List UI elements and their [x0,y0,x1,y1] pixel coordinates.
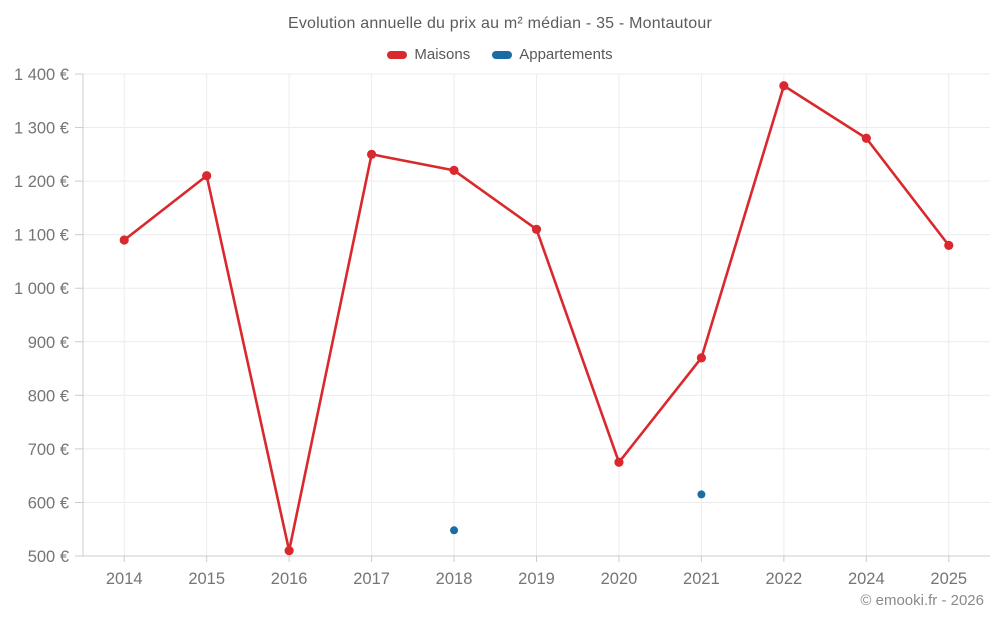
y-tick-label: 800 € [28,387,69,405]
chart-legend: Maisons Appartements [0,46,1000,63]
appartements-series-marker-icon [492,50,513,59]
y-tick-label: 1 200 € [14,173,69,191]
data-point-maisons-2015[interactable] [202,171,212,181]
x-tick-label: 2022 [766,570,803,588]
x-tick-label: 2021 [683,570,720,588]
y-tick-label: 900 € [28,334,69,352]
legend-item-maisons[interactable]: Maisons [387,46,470,63]
data-point-maisons-2025[interactable] [944,240,954,250]
data-point-maisons-2018[interactable] [449,165,459,175]
y-tick-label: 1 400 € [14,66,69,84]
x-tick-label: 2019 [518,570,555,588]
x-tick-label: 2020 [601,570,638,588]
x-tick-label: 2018 [436,570,473,588]
x-tick-label: 2024 [848,570,885,588]
y-tick-label: 700 € [28,441,69,459]
data-point-maisons-2019[interactable] [531,224,542,234]
legend-item-appartements[interactable]: Appartements [492,46,613,63]
x-tick-label: 2015 [188,570,225,588]
data-point-maisons-2021[interactable] [696,353,707,363]
data-point-maisons-2017[interactable] [366,149,377,159]
chart-title: Evolution annuelle du prix au m² médian … [287,15,713,32]
y-tick-label: 1 300 € [14,120,69,138]
x-tick-label: 2016 [271,570,308,588]
x-tick-label: 2025 [930,570,967,588]
x-tick-label: 2017 [353,570,390,588]
data-point-maisons-2016[interactable] [284,546,294,556]
data-point-maisons-2024[interactable] [861,133,871,143]
legend-label-appartements: Appartements [519,46,613,63]
y-tick-label: 500 € [28,548,69,566]
maisons-series-marker-icon [387,50,408,59]
y-tick-label: 1 000 € [14,280,69,298]
copyright: © emooki.fr - 2026 [860,592,984,609]
data-point-maisons-2022[interactable] [779,81,789,91]
data-point-appartements-2018[interactable] [450,526,459,535]
y-tick-label: 1 100 € [14,227,69,245]
x-tick-label: 2014 [106,570,143,588]
legend-label-maisons: Maisons [414,46,471,63]
data-point-maisons-2014[interactable] [119,235,129,245]
y-tick-label: 600 € [28,494,69,512]
data-point-appartements-2021[interactable] [697,490,706,499]
data-point-maisons-2020[interactable] [614,457,624,467]
